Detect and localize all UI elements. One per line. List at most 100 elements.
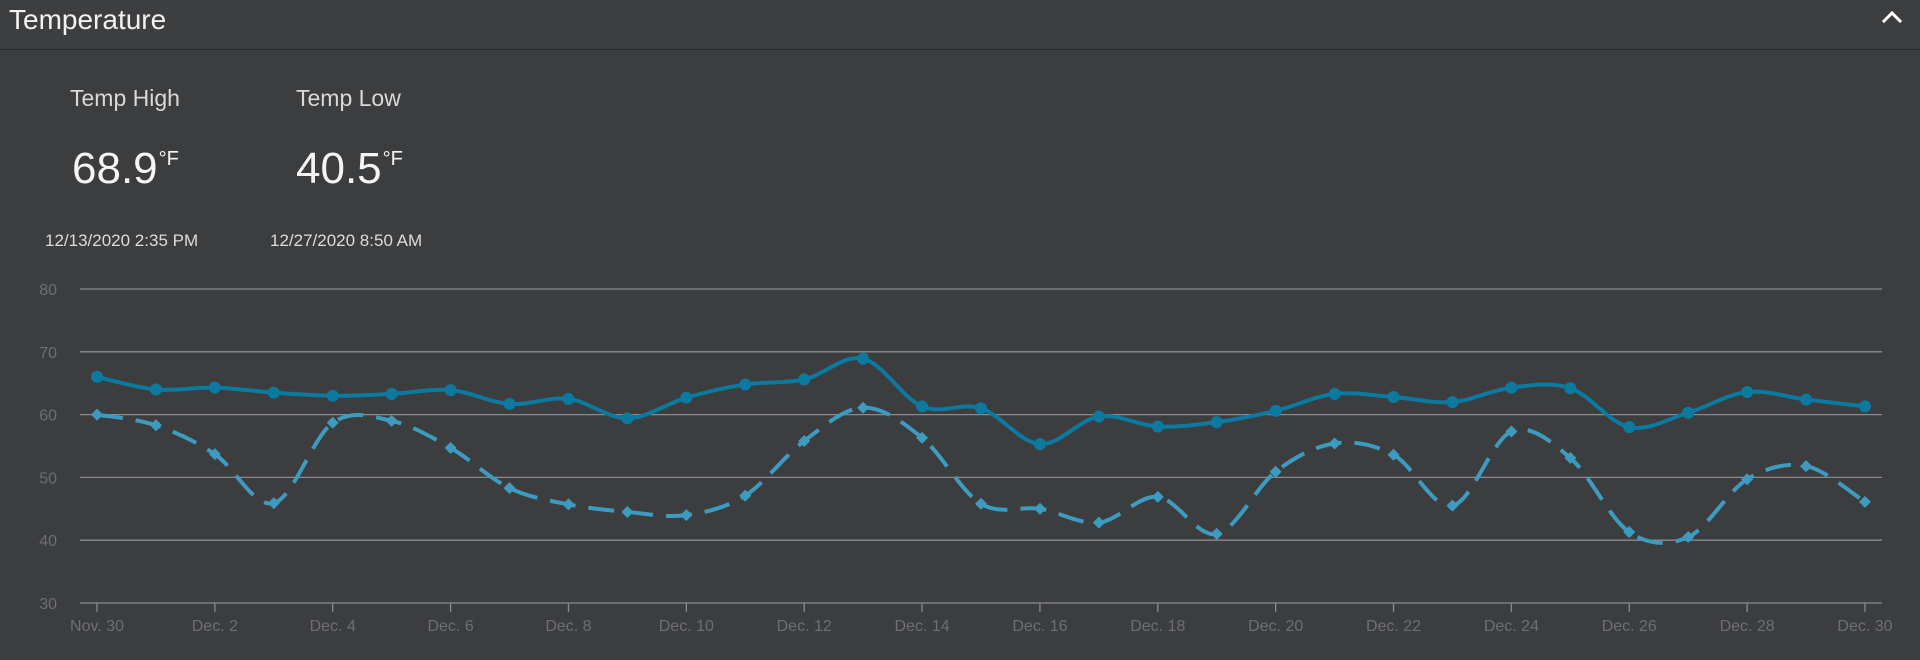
- high-series-point[interactable]: [1387, 391, 1400, 404]
- high-series-point[interactable]: [91, 370, 103, 383]
- low-series-point[interactable]: [1033, 502, 1046, 515]
- x-tick-label: Dec. 2: [192, 618, 238, 635]
- x-tick-label: Dec. 6: [427, 618, 473, 635]
- x-tick-label: Dec. 18: [1130, 618, 1185, 635]
- temp-low-value: 40.5: [296, 144, 382, 193]
- low-series-point[interactable]: [739, 489, 752, 502]
- x-tick-label: Dec. 26: [1602, 618, 1657, 635]
- x-tick-label: Dec. 20: [1248, 618, 1303, 635]
- high-series-point[interactable]: [1269, 404, 1282, 417]
- low-series-point[interactable]: [326, 416, 339, 429]
- low-series-point[interactable]: [1151, 490, 1164, 503]
- low-series-point[interactable]: [798, 434, 811, 447]
- temp-high-value-wrap: 68.9°F: [72, 144, 179, 194]
- high-series-point[interactable]: [326, 389, 339, 402]
- high-series-point[interactable]: [562, 392, 575, 405]
- x-tick-label: Dec. 4: [310, 618, 356, 635]
- low-series-point[interactable]: [1564, 451, 1577, 464]
- high-series-point[interactable]: [1859, 400, 1871, 413]
- panel-header: Temperature: [0, 0, 1920, 50]
- x-tick-label: Dec. 28: [1720, 618, 1775, 635]
- temp-low-value-wrap: 40.5°F: [296, 144, 403, 194]
- collapse-chevron-up-icon[interactable]: [1878, 4, 1906, 32]
- high-series-point[interactable]: [857, 352, 870, 365]
- low-series-point[interactable]: [1446, 499, 1459, 512]
- low-series-point[interactable]: [1269, 465, 1282, 478]
- high-series-point[interactable]: [1328, 387, 1341, 400]
- low-series-point[interactable]: [1328, 437, 1341, 450]
- low-series-point[interactable]: [621, 505, 634, 518]
- temp-high-label: Temp High: [70, 85, 180, 111]
- temp-high-value: 68.9: [72, 144, 158, 193]
- high-series-point[interactable]: [1033, 438, 1046, 451]
- x-tick-label: Dec. 8: [545, 618, 591, 635]
- high-series-point[interactable]: [975, 402, 987, 415]
- temp-low-unit: °F: [382, 148, 403, 170]
- x-tick-labels: Nov. 30 Dec. 2 Dec. 4 Dec. 6 Dec. 8 Dec. 10 De…: [70, 618, 1893, 635]
- high-series-point[interactable]: [503, 397, 516, 410]
- low-series-point[interactable]: [1210, 527, 1223, 540]
- high-series-point[interactable]: [739, 378, 752, 391]
- low-series-point[interactable]: [1741, 473, 1754, 486]
- y-tick-label: 80: [39, 282, 57, 299]
- high-series-point[interactable]: [1210, 416, 1223, 429]
- low-series-point[interactable]: [1800, 460, 1813, 473]
- high-series-point[interactable]: [1623, 421, 1636, 434]
- low-series-line: [96, 405, 1867, 545]
- high-series-point[interactable]: [444, 384, 457, 397]
- high-series-point[interactable]: [1800, 393, 1813, 406]
- low-series-point[interactable]: [91, 408, 103, 421]
- high-series-point[interactable]: [208, 381, 221, 394]
- high-series-point[interactable]: [385, 387, 398, 400]
- y-tick-label: 60: [39, 408, 57, 425]
- high-series-point[interactable]: [1505, 381, 1518, 394]
- high-series-point[interactable]: [1092, 410, 1105, 423]
- x-tick-label: Nov. 30: [70, 618, 124, 635]
- y-tick-labels: 30 40 50 60 70 80: [39, 282, 57, 613]
- high-series-point[interactable]: [149, 383, 162, 396]
- x-tick-label: Dec. 22: [1366, 618, 1421, 635]
- y-tick-label: 70: [39, 345, 57, 362]
- x-tick-label: Dec. 12: [777, 618, 832, 635]
- high-series-point[interactable]: [1151, 420, 1164, 433]
- high-series-point[interactable]: [916, 400, 929, 413]
- high-series-point[interactable]: [1564, 382, 1577, 395]
- low-series-point[interactable]: [1092, 516, 1105, 529]
- low-series-point[interactable]: [562, 498, 575, 511]
- temp-low-time: 12/27/2020 8:50 AM: [270, 231, 423, 250]
- low-series-point[interactable]: [444, 441, 457, 454]
- high-series-point[interactable]: [680, 391, 693, 404]
- low-series-point[interactable]: [149, 419, 162, 432]
- low-series-point[interactable]: [1682, 531, 1695, 544]
- low-series-point[interactable]: [975, 497, 987, 510]
- low-series-point[interactable]: [208, 448, 221, 461]
- low-series-point[interactable]: [385, 414, 398, 427]
- high-series-point[interactable]: [1446, 396, 1459, 409]
- y-tick-label: 50: [39, 470, 57, 487]
- x-tick-label: Dec. 16: [1012, 618, 1067, 635]
- high-series-point[interactable]: [1682, 406, 1695, 419]
- low-series-point[interactable]: [1623, 526, 1636, 539]
- high-series-point[interactable]: [798, 373, 811, 386]
- low-series-point[interactable]: [857, 401, 870, 414]
- x-tick-label: Dec. 30: [1837, 618, 1892, 635]
- low-series-point[interactable]: [503, 482, 516, 495]
- temp-high-time: 12/13/2020 2:35 PM: [45, 231, 199, 250]
- high-series-point[interactable]: [267, 386, 280, 399]
- low-series-point[interactable]: [1859, 495, 1871, 508]
- temp-low-label: Temp Low: [296, 85, 401, 111]
- temp-high-unit: °F: [158, 148, 179, 170]
- low-series-point[interactable]: [1387, 448, 1400, 461]
- low-series-point[interactable]: [267, 497, 280, 510]
- high-series-point[interactable]: [621, 412, 634, 425]
- gridlines: [80, 288, 1882, 612]
- low-series-point[interactable]: [1505, 425, 1518, 438]
- high-series-point[interactable]: [1741, 385, 1754, 398]
- high-series-line: [96, 356, 1866, 447]
- low-series-point[interactable]: [916, 431, 929, 444]
- low-series-point[interactable]: [680, 509, 693, 522]
- y-tick-label: 40: [39, 533, 57, 550]
- x-tick-label: Dec. 14: [894, 618, 949, 635]
